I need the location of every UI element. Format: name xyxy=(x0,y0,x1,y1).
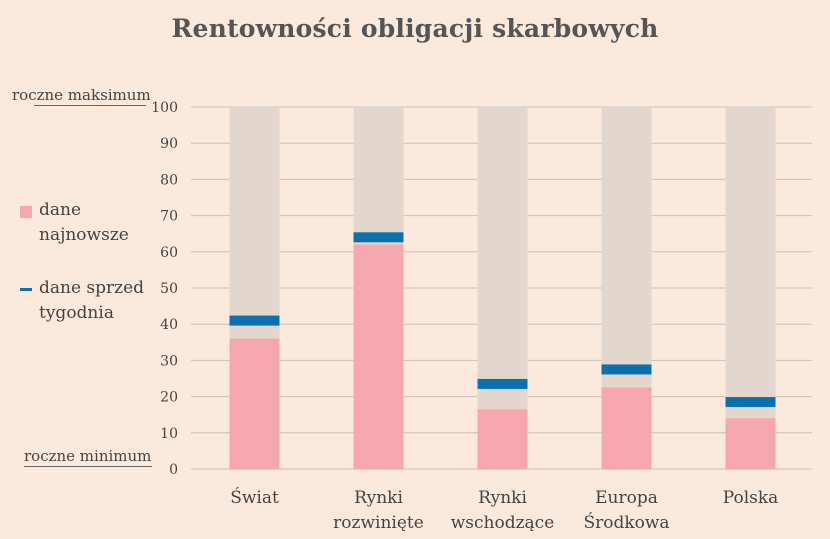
category-label-line: Polska xyxy=(722,488,779,508)
annual-min-underline xyxy=(24,465,152,467)
y-tick-label: 30 xyxy=(160,353,178,369)
week-ago-marker xyxy=(353,232,404,243)
y-tick-label: 10 xyxy=(160,426,178,442)
legend-week-ago-swatch xyxy=(20,288,32,291)
week-ago-marker xyxy=(601,364,652,375)
week-ago-marker xyxy=(725,397,776,408)
legend-latest-line2: najnowsze xyxy=(39,225,129,245)
week-ago-marker xyxy=(477,378,528,389)
annual-max-underline xyxy=(34,104,146,106)
week-ago-marker xyxy=(229,315,280,326)
category-label: Rynki wschodzące xyxy=(443,486,563,536)
legend-latest-line1: dane xyxy=(39,200,82,220)
latest-bar xyxy=(725,418,776,469)
latest-bar xyxy=(477,409,528,469)
category-label-line: Rynki xyxy=(354,488,403,508)
y-tick-label: 80 xyxy=(160,172,178,188)
y-tick-label: 70 xyxy=(160,209,178,225)
latest-bar xyxy=(353,244,404,469)
legend-latest-swatch xyxy=(20,206,32,218)
category-label-line: Środkowa xyxy=(583,513,670,533)
y-tick-label: 60 xyxy=(160,245,178,261)
category-label-line: Świat xyxy=(230,488,279,508)
y-tick-label: 0 xyxy=(169,462,178,478)
annual-max-label: roczne maksimum xyxy=(12,86,151,106)
y-tick-label: 50 xyxy=(160,281,178,297)
category-label-line: Rynki xyxy=(478,488,527,508)
y-tick-label: 90 xyxy=(160,136,178,152)
category-label-line: rozwinięte xyxy=(333,513,424,533)
category-label: Rynki rozwinięte xyxy=(319,486,439,536)
chart-title: Rentowności obligacji skarbowych xyxy=(171,14,659,43)
latest-bar xyxy=(601,387,652,469)
category-label: Polska xyxy=(691,486,811,511)
annual-min-text: roczne minimum xyxy=(24,447,152,465)
y-tick-label: 40 xyxy=(160,317,178,333)
legend-week-ago-line1: dane sprzed xyxy=(39,278,145,298)
category-label-line: wschodzące xyxy=(450,513,555,533)
latest-bar xyxy=(229,338,280,469)
category-label-line: Europa xyxy=(595,488,658,508)
range-bar xyxy=(477,107,528,469)
y-tick-label: 100 xyxy=(151,100,178,116)
category-label: Europa Środkowa xyxy=(567,486,687,536)
legend-latest: dane najnowsze xyxy=(20,198,129,248)
category-label: Świat xyxy=(195,486,315,511)
annual-min-label: roczne minimum xyxy=(24,447,152,467)
annual-max-text: roczne maksimum xyxy=(12,86,151,104)
legend-week-ago-line2: tygodnia xyxy=(39,303,114,323)
y-tick-label: 20 xyxy=(160,390,178,406)
range-bar xyxy=(725,107,776,469)
legend-week-ago: dane sprzed tygodnia xyxy=(20,276,144,326)
